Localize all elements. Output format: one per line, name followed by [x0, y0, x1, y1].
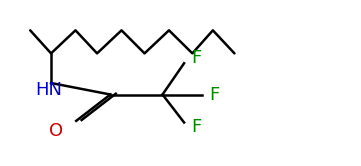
Text: F: F [191, 49, 201, 67]
Text: F: F [209, 85, 219, 104]
Text: F: F [191, 119, 201, 136]
Text: HN: HN [35, 81, 62, 99]
Text: O: O [49, 122, 64, 140]
